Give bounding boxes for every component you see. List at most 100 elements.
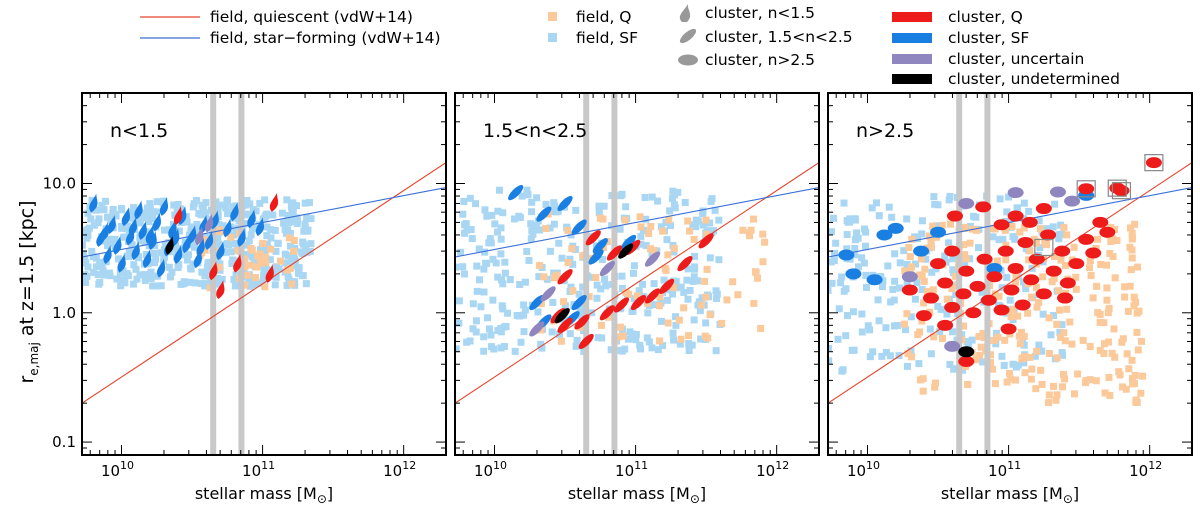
field-q-point xyxy=(1066,318,1074,326)
cluster-galaxy-n2 xyxy=(574,314,590,330)
field-sf-point xyxy=(677,283,685,291)
field-sf-point xyxy=(483,212,491,220)
field-sf-point xyxy=(854,234,862,242)
panel-label: n<1.5 xyxy=(110,120,168,142)
field-q-point xyxy=(1021,369,1029,377)
field-sf-point xyxy=(686,286,694,294)
field-sf-point xyxy=(853,229,861,237)
x-tick-label: 1011 xyxy=(242,459,275,480)
field-sf-point xyxy=(600,202,608,210)
field-q-point xyxy=(921,265,929,273)
field-sf-point xyxy=(151,259,159,267)
field-sf-point xyxy=(523,186,531,194)
field-sf-point xyxy=(667,222,675,230)
field-sf-point xyxy=(232,271,240,279)
legend-cluster-sf-label: cluster, SF xyxy=(948,29,1029,47)
field-sf-point xyxy=(671,191,679,199)
field-sf-point xyxy=(307,240,315,248)
field-sf-point xyxy=(632,336,640,344)
cluster-galaxy-n2 xyxy=(557,269,573,285)
field-q-point xyxy=(1134,346,1142,354)
field-q-point xyxy=(1060,329,1068,337)
field-q-point xyxy=(655,302,663,310)
field-sf-point xyxy=(130,204,138,212)
field-sf-point xyxy=(1031,352,1039,360)
field-sf-point xyxy=(89,268,97,276)
field-sf-point xyxy=(175,227,183,235)
x-axis-label: stellar mass [M⊙] xyxy=(941,484,1079,506)
field-q-point xyxy=(948,285,956,293)
field-q-point xyxy=(1123,350,1131,358)
field-sf-point xyxy=(128,241,136,249)
field-q-point xyxy=(1072,273,1080,281)
field-sf-point xyxy=(644,309,652,317)
cluster-galaxy-n3 xyxy=(901,271,918,283)
field-q-point xyxy=(253,263,261,271)
field-sf-point xyxy=(694,217,702,225)
field-sf-point xyxy=(256,246,264,254)
field-q-point xyxy=(1055,306,1063,314)
field-sf-point xyxy=(145,218,153,226)
field-sf-point xyxy=(832,239,840,247)
field-sf-point xyxy=(637,345,645,353)
cluster-galaxy-n1 xyxy=(107,214,116,234)
field-sf-point xyxy=(670,201,678,209)
field-q-point xyxy=(1027,293,1035,301)
field-sf-point xyxy=(706,219,714,227)
field-q-point xyxy=(685,332,693,340)
field-q-point xyxy=(1061,375,1069,383)
cluster-galaxy-n1 xyxy=(265,263,274,283)
field-sf-point xyxy=(174,201,182,209)
field-sf-point xyxy=(455,263,460,271)
field-sf-point xyxy=(84,231,92,239)
field-sf-point xyxy=(1051,200,1059,208)
field-q-point xyxy=(973,226,981,234)
field-sf-point xyxy=(302,280,310,288)
field-q-point xyxy=(1036,225,1044,233)
field-q-point xyxy=(1085,264,1093,272)
field-sf-point xyxy=(643,334,651,342)
field-sf-point xyxy=(136,271,144,279)
field-sf-point xyxy=(946,360,954,368)
field-q-point xyxy=(750,299,758,307)
y-tick-label: 0.1 xyxy=(52,433,76,451)
field-sf-point xyxy=(263,266,271,274)
field-sf-point xyxy=(680,288,688,296)
field-quiescent-relation xyxy=(82,162,446,404)
field-sf-point xyxy=(83,272,91,280)
field-sf-point xyxy=(500,343,508,351)
field-sf-point xyxy=(261,196,269,204)
field-sf-point xyxy=(301,199,309,207)
field-sf-point xyxy=(468,235,476,243)
field-sf-point xyxy=(481,206,489,214)
field-sf-point xyxy=(467,225,475,233)
field-q-point xyxy=(908,353,916,361)
field-sf-point xyxy=(278,209,286,217)
field-sf-point xyxy=(172,241,180,249)
field-q-point xyxy=(599,215,607,223)
field-sf-point xyxy=(225,241,233,249)
field-q-point xyxy=(1093,282,1101,290)
field-sf-point xyxy=(706,254,714,262)
cluster-galaxy-n3 xyxy=(976,253,993,265)
field-q-point xyxy=(1059,383,1067,391)
field-sf-point xyxy=(1035,341,1043,349)
field-q-point xyxy=(723,296,731,304)
cluster-galaxy-n3 xyxy=(1059,277,1076,289)
field-sf-point xyxy=(295,270,303,278)
field-sf-point xyxy=(246,282,254,290)
field-q-point xyxy=(916,376,924,384)
cluster-galaxy-n3 xyxy=(993,304,1010,316)
cluster-galaxy-n3 xyxy=(1045,265,1062,277)
field-sf-point xyxy=(918,230,926,238)
cluster-galaxy-n2 xyxy=(536,206,552,222)
field-sf-point xyxy=(101,197,109,205)
field-sf-point xyxy=(602,282,610,290)
cluster-galaxy-n1 xyxy=(113,235,122,255)
field-sf-point xyxy=(598,256,606,264)
field-sf-point xyxy=(189,260,197,268)
x-tick-label: 1012 xyxy=(383,459,416,480)
field-sf-point xyxy=(891,277,899,285)
field-sf-point xyxy=(928,268,936,276)
field-sf-point xyxy=(304,227,312,235)
